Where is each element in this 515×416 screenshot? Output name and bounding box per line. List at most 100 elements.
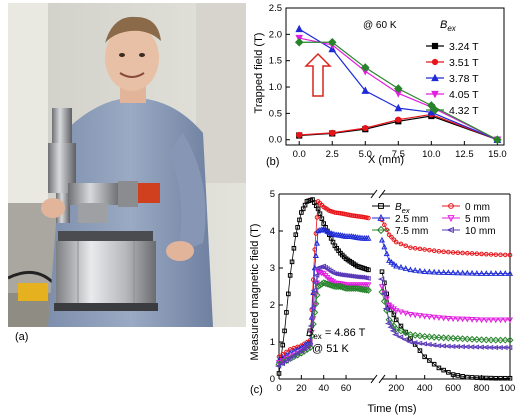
- chart-b-data-point: [295, 24, 304, 33]
- chart-b-legend-title-sub: ex: [447, 24, 456, 33]
- chart-b-ytick-label: 2.0: [269, 29, 282, 40]
- chart-c-data-point: [488, 252, 494, 257]
- chart-c-data-point: [463, 335, 471, 343]
- chart-c-data-point: [431, 314, 438, 321]
- chart-c-data-point: [459, 269, 466, 276]
- chart-c-legend-marker: [378, 203, 384, 209]
- chart-b-xtick-label: 0.0: [293, 149, 306, 160]
- chart-c-data-point: [300, 346, 307, 352]
- chart-b-frame: [285, 7, 505, 146]
- chart-c-ytick-label: 1: [270, 337, 275, 348]
- chart-c-break-mark: [370, 189, 378, 199]
- chart-b-data-point: [362, 125, 369, 132]
- chart-c-data-point: [455, 373, 461, 378]
- chart-c-legend-label: 2.5 mm: [395, 214, 428, 225]
- chart-c-xtick-label: 600: [445, 383, 461, 394]
- chart-c-ylabel: Measured magnetic field (T): [249, 224, 261, 361]
- chart-c-data-point: [412, 266, 419, 273]
- chart-c-data-point: [488, 270, 495, 276]
- chart-c-data-point: [440, 269, 447, 275]
- chart-c-annotation-value: = 4.86 T: [322, 327, 366, 339]
- chart-c-data-point: [421, 313, 428, 320]
- chart-c-data-point: [297, 217, 302, 223]
- chart-b-ytick-label: 0.5: [269, 108, 282, 119]
- chart-c-data-point: [459, 335, 467, 343]
- chart-c-data-point: [502, 375, 508, 381]
- panel-c-label: (c): [250, 384, 263, 396]
- chart-c-data-point: [450, 372, 456, 377]
- chart-c-data-point: [315, 227, 322, 234]
- chart-c-data-point: [474, 251, 480, 256]
- chart-c-data-point: [502, 252, 508, 258]
- chart-b-data-point: [327, 37, 337, 47]
- chart-b-xtick-label: 12.5: [455, 149, 474, 160]
- chart-c-data-point: [310, 287, 318, 293]
- chart-c-data-point: [426, 268, 433, 275]
- chart-c-data-point: [309, 305, 316, 311]
- chart-c-data-point: [435, 334, 443, 342]
- chart-c-data-point: [465, 374, 470, 380]
- chart-b-legend-marker: [431, 42, 439, 50]
- panel-a-label: (a): [15, 331, 29, 343]
- chart-b-legend-marker: [431, 73, 439, 82]
- chart-c-data-point: [378, 236, 386, 243]
- chart-c-data-point: [306, 344, 314, 352]
- chart-c-data-point: [415, 340, 423, 346]
- chart-c-data-point: [478, 270, 485, 276]
- chart-b-legend-label: 3.24 T: [449, 41, 479, 53]
- chart-c-data-point: [482, 336, 490, 344]
- chart-b-xlabel: X (mm): [368, 154, 404, 166]
- chart-c-data-point: [507, 375, 513, 381]
- chart-trapped-field-vs-position: 0.0 2.5 5.0 7.5 10.0 12.5 15.0 0.0 0.5 1.0 1.5 2.0 2…: [253, 3, 507, 166]
- chart-c-data-point: [392, 332, 399, 338]
- chart-c-data-point: [379, 269, 385, 275]
- chart-c-data-point: [436, 365, 442, 371]
- chart-b-xtick-label: 10.0: [422, 149, 441, 160]
- chart-c-ytick-label: 3: [270, 263, 275, 274]
- chart-b-legend-label: 4.32 T: [449, 105, 479, 117]
- chart-c-data-point: [460, 373, 465, 379]
- chart-b-ytick-label: 1.0: [269, 82, 282, 93]
- chart-c-data-point: [450, 269, 457, 276]
- chart-c-data-point: [459, 316, 466, 323]
- chart-c-data-point: [402, 310, 409, 317]
- chart-c-data-point: [398, 241, 404, 247]
- chart-c-data-point: [445, 269, 452, 275]
- chart-c-data-point: [435, 268, 442, 275]
- chart-c-data-point: [411, 331, 419, 339]
- chart-c-data-point: [454, 335, 462, 343]
- chart-c-data-point: [444, 334, 452, 342]
- chart-c-data-point: [449, 334, 457, 342]
- chart-c-data-point: [384, 320, 392, 327]
- chart-b-data-point: [294, 37, 304, 47]
- chart-c-data-point: [397, 327, 405, 335]
- chart-c-data-point: [445, 316, 452, 322]
- chart-b-legend-marker: [431, 58, 439, 66]
- chart-c-data-point: [411, 340, 418, 346]
- chart-c-data-point: [386, 257, 393, 263]
- chart-c-data-point: [498, 375, 503, 381]
- chart-c-data-point: [311, 280, 319, 286]
- chart-c-data-point: [391, 237, 397, 242]
- chart-c-data-point: [314, 215, 320, 220]
- chart-c-data-point: [505, 345, 513, 351]
- chart-c-data-point: [425, 333, 433, 341]
- chart-c-data-point: [427, 247, 432, 253]
- chart-c-data-point: [406, 331, 414, 339]
- chart-b-data-point: [361, 86, 370, 94]
- chart-c-data-point: [276, 371, 282, 376]
- chart-c-legend-label-sub: ex: [402, 206, 410, 215]
- chart-c-temperature-annotation: @ 51 K: [312, 343, 350, 355]
- chart-b-data-point: [394, 103, 403, 112]
- chart-c-data-point: [492, 317, 499, 324]
- chart-c-data-point: [483, 375, 489, 381]
- chart-c-annotation-b: B: [306, 327, 313, 339]
- chart-c-data-point: [401, 337, 409, 343]
- chart-c-data-point: [493, 375, 499, 381]
- chart-c-break-mark: [378, 374, 386, 384]
- chart-c-data-point: [353, 284, 361, 292]
- chart-c-data-point: [282, 358, 289, 364]
- chart-c-data-point: [380, 291, 387, 297]
- chart-c-data-point: [407, 266, 414, 273]
- chart-c-data-point: [403, 243, 409, 249]
